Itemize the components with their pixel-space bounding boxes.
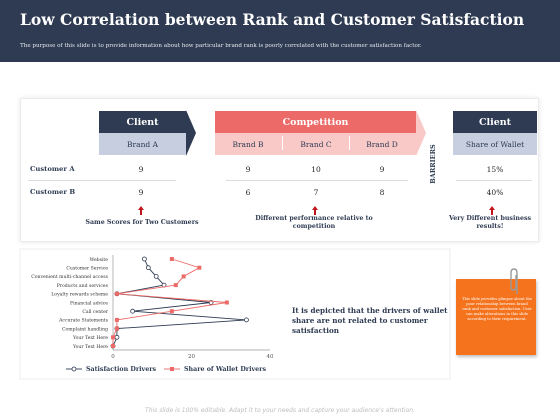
x-tick-label: 20	[188, 354, 195, 360]
data-point	[197, 265, 202, 270]
cell-a-brand-c: 10	[311, 165, 321, 174]
row-label-customer-b: Customer B	[30, 188, 76, 196]
chart-panel	[19, 248, 451, 380]
legend-label: Share of Wallet Drivers	[184, 366, 266, 373]
cell-b-brand-a: 9	[138, 188, 144, 197]
row-divider	[226, 180, 408, 181]
cell-b-brand-c: 7	[313, 188, 319, 197]
data-point	[114, 317, 119, 322]
category-label: Complaint handling	[62, 326, 108, 332]
page-subtitle: The purpose of this slide is to provide …	[20, 43, 422, 49]
arrow-up-icon	[138, 206, 144, 215]
cell-a-brand-d: 9	[379, 165, 385, 174]
data-point	[153, 273, 159, 279]
column-divider	[349, 136, 350, 150]
row-divider	[456, 180, 532, 181]
legend-label: Satisfaction Drivers	[86, 366, 157, 373]
client-header: Client	[99, 111, 186, 133]
sticky-note	[456, 279, 536, 355]
cell-a-brand-b: 9	[245, 165, 251, 174]
data-point	[181, 274, 186, 279]
category-label: Your Text Here	[72, 335, 108, 341]
drivers-summary-text: It is depicted that the drivers of walle…	[292, 306, 448, 335]
category-label: Convenient multi-channel access	[31, 274, 108, 280]
cell-b-brand-b: 6	[245, 188, 251, 197]
data-point	[114, 326, 119, 331]
category-label: Customer Service	[66, 266, 108, 272]
cell-a-share: 15%	[486, 165, 504, 174]
data-point	[244, 317, 249, 323]
cell-a-brand-a: 9	[138, 165, 144, 174]
brand-b-header: Brand B	[232, 139, 264, 149]
legend-marker	[170, 367, 174, 371]
category-label: Financial advice	[70, 300, 108, 306]
arrow-up-icon	[312, 206, 318, 215]
cell-b-share: 40%	[486, 188, 504, 197]
sticky-note-text: This slide provides glimpse about the po…	[462, 297, 532, 321]
data-point	[111, 335, 115, 340]
category-label: Call center	[82, 309, 108, 315]
x-tick-label: 40	[267, 354, 274, 360]
data-point	[114, 334, 120, 340]
competition-header: Competition	[215, 111, 416, 133]
note-same-scores: Same Scores for Two Customers	[85, 219, 199, 226]
paperclip-icon	[510, 268, 518, 294]
brand-a-header: Brand A	[99, 133, 186, 155]
arrow-up-icon	[489, 206, 495, 215]
data-point	[169, 257, 174, 261]
category-label: Loyalty rewards scheme	[51, 292, 108, 298]
data-point	[173, 283, 178, 288]
note-different-performance: Different performance relative to compet…	[255, 215, 373, 230]
data-point	[114, 291, 119, 296]
brand-c-header: Brand C	[300, 139, 332, 149]
data-point	[141, 256, 147, 262]
client2-header: Client	[453, 111, 537, 133]
data-point	[169, 309, 174, 314]
data-point	[111, 344, 115, 348]
data-point	[224, 300, 229, 305]
data-point	[130, 308, 136, 314]
category-label: Your Text Here	[72, 344, 108, 350]
category-label: Accurate Statements	[58, 318, 109, 324]
competition-subheader	[215, 133, 416, 155]
category-label: Website	[90, 257, 109, 263]
note-different-results: Very Different business results!	[448, 215, 532, 230]
legend-marker	[71, 366, 77, 372]
x-tick-label: 0	[111, 354, 115, 360]
data-point	[145, 265, 151, 271]
column-divider	[282, 136, 283, 150]
share-of-wallet-header: Share of Wallet	[453, 133, 537, 155]
header-banner: Low Correlation between Rank and Custome…	[0, 0, 560, 62]
footer-note: This slide is 100% editable. Adapt it to…	[145, 407, 415, 414]
row-divider	[28, 180, 176, 181]
row-label-customer-a: Customer A	[30, 165, 75, 173]
category-label: Products and services	[57, 283, 109, 289]
brand-d-header: Brand D	[366, 139, 398, 149]
cell-b-brand-d: 8	[379, 188, 385, 197]
page-title: Low Correlation between Rank and Custome…	[20, 10, 525, 29]
